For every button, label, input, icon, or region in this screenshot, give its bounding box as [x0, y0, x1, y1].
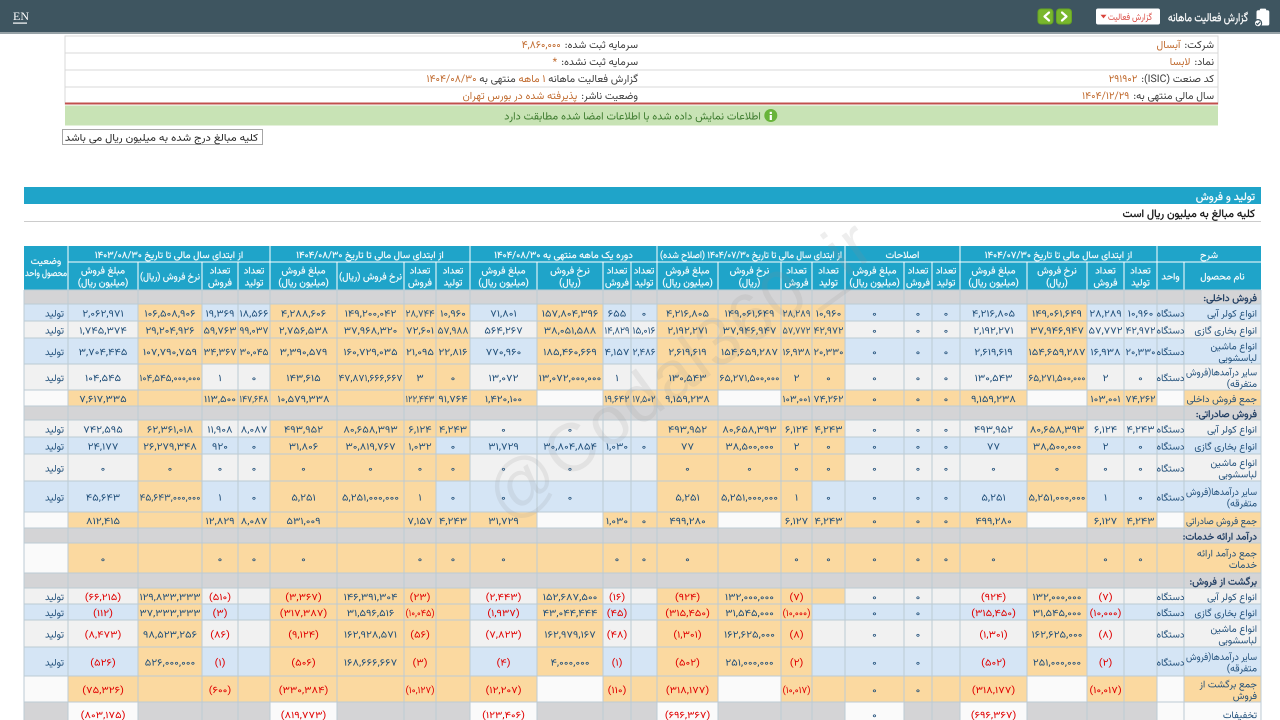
svg-text:EN: EN: [13, 9, 29, 23]
